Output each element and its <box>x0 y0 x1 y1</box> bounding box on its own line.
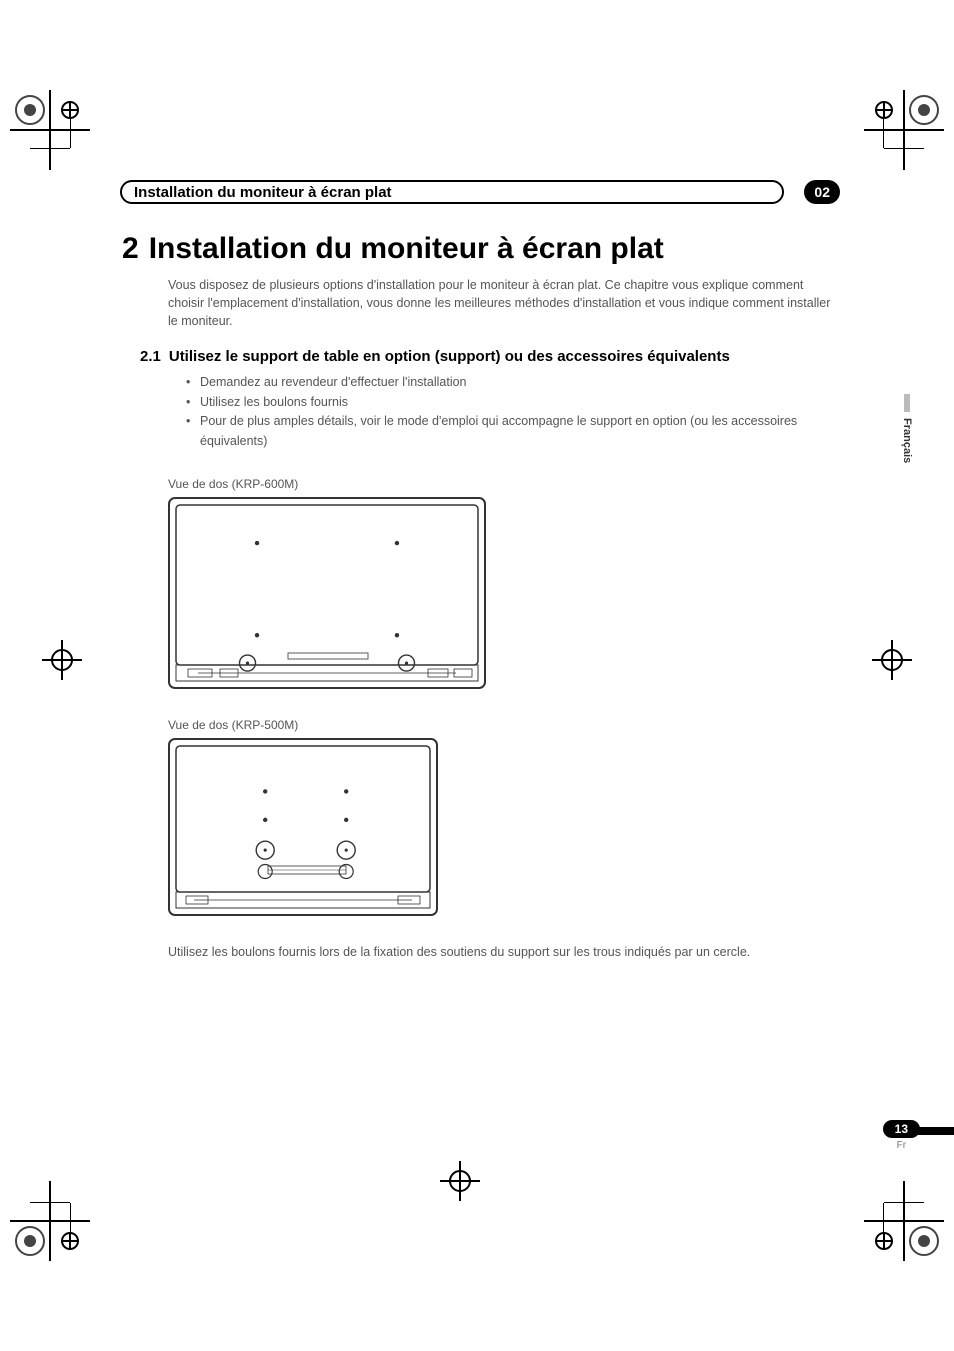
figure1-diagram <box>168 497 840 694</box>
figure-bottom-note: Utilisez les boulons fournis lors de la … <box>168 945 840 959</box>
running-title-text: Installation du moniteur à écran plat <box>134 184 392 201</box>
crop-mark-mid-right <box>852 620 932 700</box>
crop-mark-top-right <box>864 90 944 170</box>
chapter-number: 2 <box>122 232 139 265</box>
running-title-pill: Installation du moniteur à écran plat <box>120 180 784 204</box>
page-footer: 13 Fr <box>883 1120 920 1151</box>
bullet-item: Pour de plus amples détails, voir le mod… <box>186 412 840 451</box>
language-tab: Français <box>896 394 918 478</box>
bullet-item: Demandez au revendeur d'effectuer l'inst… <box>186 373 840 392</box>
section-title: Utilisez le support de table en option (… <box>169 348 730 365</box>
figure1-caption: Vue de dos (KRP-600M) <box>168 477 840 491</box>
section-number: 2.1 <box>140 348 161 365</box>
chapter-badge: 02 <box>804 180 840 204</box>
crop-mark-bottom-center <box>420 1141 500 1221</box>
bullet-item: Utilisez les boulons fournis <box>186 393 840 412</box>
page-number: 13 <box>883 1120 920 1138</box>
section-bullets: Demandez au revendeur d'effectuer l'inst… <box>186 373 840 451</box>
figure2-diagram <box>168 738 840 921</box>
page-lang-code: Fr <box>883 1140 920 1151</box>
language-tab-accent <box>904 394 910 412</box>
section-heading: 2.1 Utilisez le support de table en optio… <box>140 348 840 365</box>
crop-mark-bottom-left <box>10 1181 90 1261</box>
chapter-heading: 2 Installation du moniteur à écran plat <box>122 232 840 266</box>
chapter-intro: Vous disposez de plusieurs options d'ins… <box>168 276 840 330</box>
figure2-caption: Vue de dos (KRP-500M) <box>168 718 840 732</box>
running-header: Installation du moniteur à écran plat 02 <box>120 180 840 204</box>
page-content: Installation du moniteur à écran plat 02… <box>120 180 840 959</box>
crop-mark-mid-left <box>22 620 102 700</box>
crop-mark-top-left <box>10 90 90 170</box>
crop-mark-bottom-right <box>864 1181 944 1261</box>
language-tab-label: Français <box>901 418 913 463</box>
chapter-title: Installation du moniteur à écran plat <box>149 232 664 265</box>
